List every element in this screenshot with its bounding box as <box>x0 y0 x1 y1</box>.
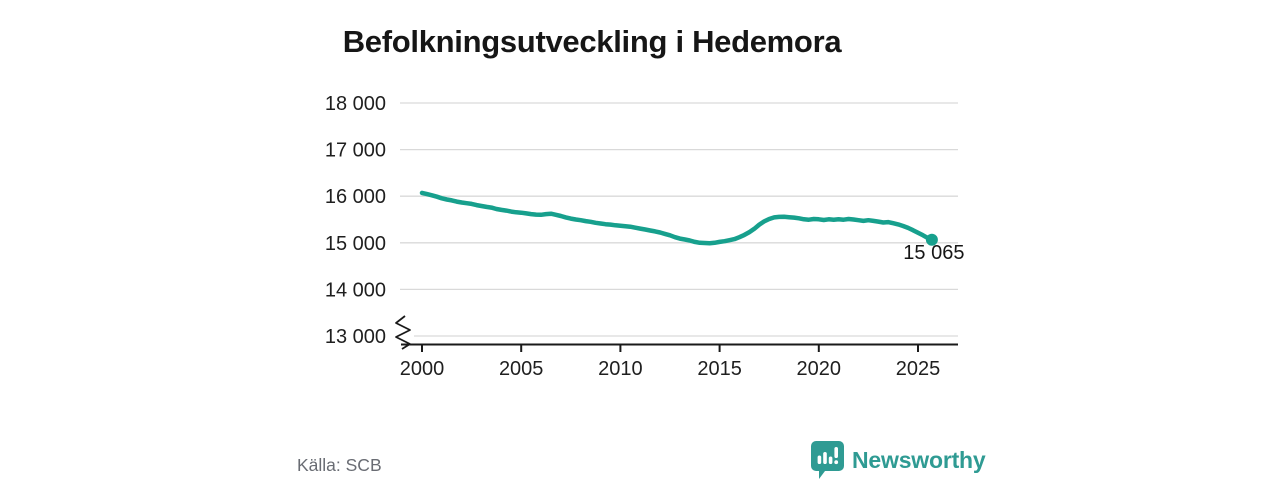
x-axis-tick-label: 2020 <box>797 358 842 380</box>
x-axis-tick-label: 2005 <box>499 358 544 380</box>
x-axis-tick-label: 2000 <box>400 358 445 380</box>
endpoint-value-label: 15 065 <box>903 242 964 264</box>
source-caption: Källa: SCB <box>297 455 382 475</box>
y-axis-tick-label: 13 000 <box>325 326 386 348</box>
y-axis-tick-label: 14 000 <box>325 279 386 301</box>
y-axis-tick-label: 17 000 <box>325 140 386 162</box>
newsworthy-logo[interactable]: Newsworthy <box>811 441 986 479</box>
population-line <box>419 190 935 246</box>
newsworthy-speech-bubble-bar-chart-icon <box>811 441 844 479</box>
x-axis-tick-label: 2025 <box>896 358 941 380</box>
y-axis-tick-label: 18 000 <box>325 93 386 115</box>
y-axis-tick-label: 16 000 <box>325 186 386 208</box>
chart-title: Befolkningsutveckling i Hedemora <box>342 23 842 59</box>
endpoint-dot <box>925 233 938 246</box>
newsworthy-wordmark: Newsworthy <box>852 446 986 473</box>
x-axis-tick-label: 2015 <box>697 358 742 380</box>
x-axis-tick-label: 2010 <box>598 358 643 380</box>
y-axis-tick-label: 15 000 <box>325 233 386 255</box>
